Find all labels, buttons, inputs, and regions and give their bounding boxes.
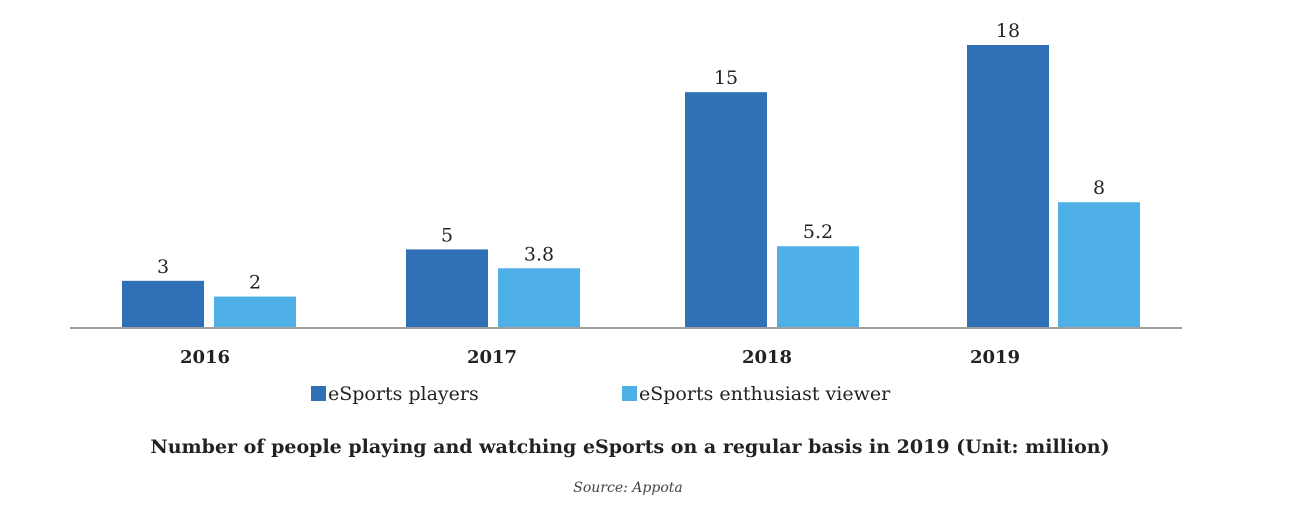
legend-swatch xyxy=(622,386,637,401)
bar-players-2016 xyxy=(122,280,204,328)
chart-source: Source: Appota xyxy=(573,480,683,496)
bar-viewers-2018 xyxy=(777,246,859,328)
legend-swatch xyxy=(311,386,326,401)
bar-viewers-2019 xyxy=(1058,202,1140,328)
x-tick-label: 2019 xyxy=(970,347,1020,368)
data-label: 5.2 xyxy=(803,221,833,243)
bar-viewers-2016 xyxy=(214,296,296,328)
x-tick-label: 2017 xyxy=(467,347,517,368)
data-label: 3 xyxy=(157,256,169,278)
bar-players-2019 xyxy=(967,45,1049,328)
x-tick-label: 2018 xyxy=(742,347,792,368)
chart-title: Number of people playing and watching eS… xyxy=(150,436,1110,458)
bar-players-2017 xyxy=(406,249,488,328)
bar-viewers-2017 xyxy=(498,268,580,328)
legend-label: eSports players xyxy=(328,383,479,405)
data-label: 18 xyxy=(996,20,1020,42)
data-label: 3.8 xyxy=(524,243,554,265)
data-label: 2 xyxy=(249,272,261,294)
legend-label: eSports enthusiast viewer xyxy=(639,383,891,405)
data-label: 5 xyxy=(441,224,453,246)
data-label: 8 xyxy=(1093,177,1105,199)
x-tick-label: 2016 xyxy=(180,347,230,368)
data-label: 15 xyxy=(714,67,738,89)
bar-chart: 3 2 2016 5 3.8 2017 15 5.2 2018 18 8 2019 eSports pl… xyxy=(70,20,1182,405)
bar-players-2018 xyxy=(685,92,767,329)
